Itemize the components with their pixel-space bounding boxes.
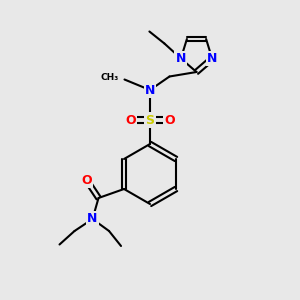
Text: O: O [164, 113, 175, 127]
Text: N: N [207, 52, 217, 65]
Text: N: N [145, 83, 155, 97]
Text: N: N [87, 212, 98, 226]
Text: CH₃: CH₃ [100, 74, 118, 82]
Text: S: S [146, 113, 154, 127]
Text: O: O [125, 113, 136, 127]
Text: O: O [81, 173, 92, 187]
Text: N: N [176, 52, 186, 65]
